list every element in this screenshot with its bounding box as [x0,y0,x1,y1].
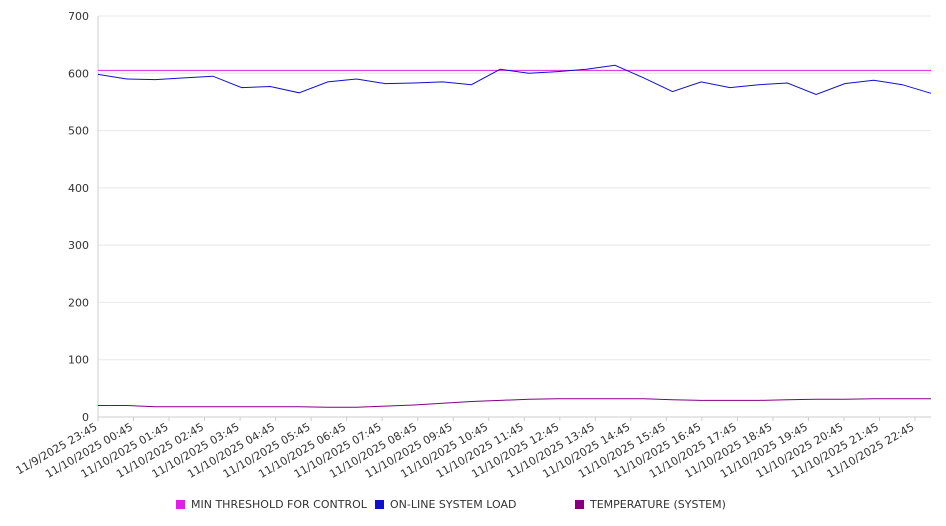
legend-label-min-threshold: MIN THRESHOLD FOR CONTROL [191,498,367,511]
legend-item-min-threshold[interactable]: MIN THRESHOLD FOR CONTROL [176,498,367,511]
legend-item-temperature[interactable]: TEMPERATURE (SYSTEM) [575,498,726,511]
y-tick-label-200: 200 [68,296,89,309]
legend-swatch-temperature [575,500,584,509]
y-tick-label-300: 300 [68,239,89,252]
y-tick-label-600: 600 [68,67,89,80]
y-tick-label-100: 100 [68,354,89,367]
legend-swatch-system-load [375,500,384,509]
legend: MIN THRESHOLD FOR CONTROL ON-LINE SYSTEM… [0,498,946,514]
grid-lines [98,15,931,361]
series-line-2 [98,398,931,408]
legend-label-system-load: ON-LINE SYSTEM LOAD [390,498,517,511]
y-tick-label-500: 500 [68,125,89,138]
y-tick-label-700: 700 [68,10,89,23]
legend-item-system-load[interactable]: ON-LINE SYSTEM LOAD [375,498,516,511]
y-tick-label-400: 400 [68,182,89,195]
legend-label-temperature: TEMPERATURE (SYSTEM) [590,498,726,511]
axes [97,16,931,421]
y-tick-labels: 0 100 200 300 400 500 600 700 [68,10,89,424]
series-line-1 [97,64,932,96]
y-tick-label-0: 0 [82,411,89,424]
series-lines [97,64,932,408]
legend-swatch-min-threshold [176,500,185,509]
line-chart: 0 100 200 300 400 500 600 700 11/9/2025 23:4511… [14,10,932,481]
